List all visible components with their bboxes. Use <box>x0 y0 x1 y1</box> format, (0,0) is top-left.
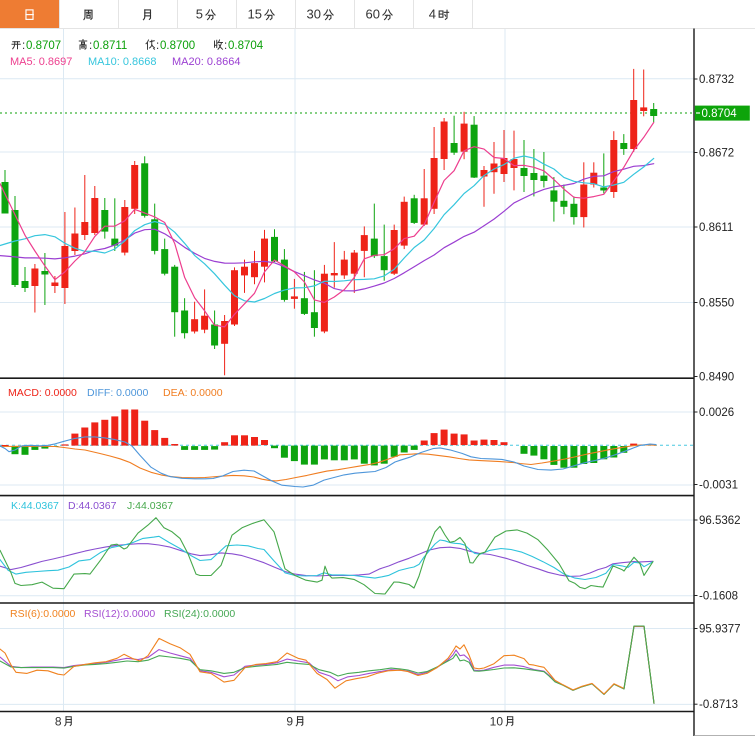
svg-text:0.8611: 0.8611 <box>699 222 733 234</box>
svg-text:0.8700: 0.8700 <box>160 40 195 52</box>
svg-text:8: 8 <box>55 715 62 729</box>
svg-text:RSI(6):0.0000: RSI(6):0.0000 <box>10 608 76 620</box>
svg-text:0.8672: 0.8672 <box>699 148 734 160</box>
svg-text:RSI(24):0.0000: RSI(24):0.0000 <box>164 608 235 620</box>
svg-text:10: 10 <box>490 715 504 729</box>
svg-text:0.8704: 0.8704 <box>702 108 738 120</box>
svg-text:D:44.0367: D:44.0367 <box>68 500 117 512</box>
svg-text:J:44.0367: J:44.0367 <box>127 500 173 512</box>
svg-text:96.5362: 96.5362 <box>699 515 741 527</box>
svg-text:15: 15 <box>248 7 262 22</box>
svg-text:MA10: 0.8668: MA10: 0.8668 <box>88 56 157 68</box>
svg-text:9: 9 <box>286 715 293 729</box>
svg-text:-0.1608: -0.1608 <box>699 591 738 603</box>
svg-text:0.8490: 0.8490 <box>699 372 734 384</box>
svg-text:0.8732: 0.8732 <box>699 74 734 86</box>
svg-text::: : <box>22 40 25 52</box>
svg-text:0.0026: 0.0026 <box>699 407 734 419</box>
svg-text::: : <box>224 40 227 52</box>
svg-text:-0.0031: -0.0031 <box>699 480 738 492</box>
svg-text:0.8550: 0.8550 <box>699 298 734 310</box>
svg-text:K:44.0367: K:44.0367 <box>11 500 59 512</box>
svg-text:5: 5 <box>196 7 203 22</box>
svg-text:30: 30 <box>307 7 321 22</box>
svg-text:MACD: 0.0000: MACD: 0.0000 <box>8 387 77 399</box>
svg-text:95.9377: 95.9377 <box>699 624 741 636</box>
svg-text:MA5: 0.8697: MA5: 0.8697 <box>10 56 72 68</box>
svg-text:0.8707: 0.8707 <box>26 40 61 52</box>
svg-text:60: 60 <box>366 7 380 22</box>
svg-text:DIFF: 0.0000: DIFF: 0.0000 <box>87 387 148 399</box>
svg-text:-0.8713: -0.8713 <box>699 699 738 711</box>
svg-text:0.8704: 0.8704 <box>228 40 264 52</box>
svg-text::: : <box>156 40 159 52</box>
svg-text::: : <box>89 40 92 52</box>
svg-text:RSI(12):0.0000: RSI(12):0.0000 <box>84 608 155 620</box>
svg-text:DEA: 0.0000: DEA: 0.0000 <box>163 387 223 399</box>
svg-text:MA20: 0.8664: MA20: 0.8664 <box>172 56 241 68</box>
svg-text:0.8711: 0.8711 <box>93 40 127 52</box>
svg-text:4: 4 <box>429 7 436 22</box>
